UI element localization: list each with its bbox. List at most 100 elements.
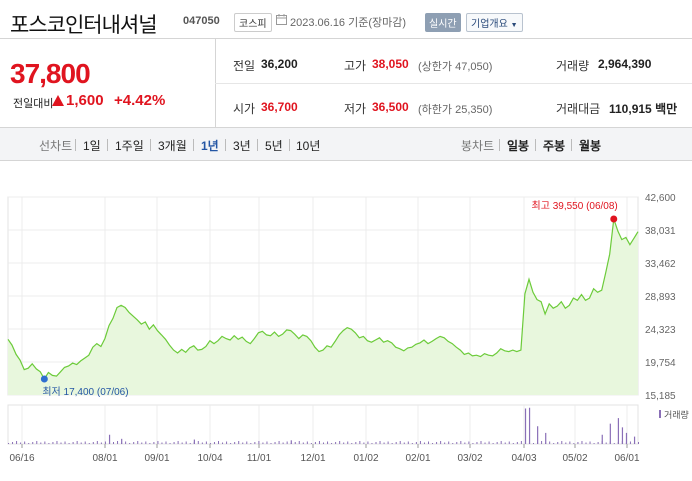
high-value: 38,050 [372, 57, 409, 71]
volume-bar [209, 443, 211, 444]
calendar-icon [276, 14, 287, 25]
tab-divider [571, 139, 572, 151]
tab-monthly-candle[interactable]: 월봉 [579, 139, 602, 153]
tab-divider [257, 139, 258, 151]
price-line [7, 218, 639, 381]
volume-bar [246, 441, 248, 444]
volume-bar [286, 441, 288, 444]
volume-bar [391, 443, 393, 444]
volume-bar [88, 443, 90, 444]
volume-bar [234, 442, 236, 444]
volume-bar [266, 441, 268, 444]
price-chart[interactable]: 42,600 38,031 33,462 28,893 24,323 19,754 15,1… [0, 160, 692, 481]
date-suffix: 기준(장마감) [348, 17, 407, 29]
tab-10y[interactable]: 10년 [296, 139, 321, 153]
x-tick-label: 06/16 [9, 453, 34, 464]
realtime-button[interactable]: 실시간 [425, 13, 461, 32]
volume-bar [302, 442, 304, 444]
high-annotation: 최고 39,550 (06/08) [532, 200, 618, 212]
volume-bar [40, 442, 42, 444]
volume-bar [327, 441, 329, 444]
volume-bar [290, 440, 292, 444]
volume-bar [314, 442, 316, 444]
volume-bar [278, 441, 280, 444]
volume-bar [569, 441, 571, 444]
volume-bar [500, 441, 502, 444]
low-annotation: 최저 17,400 (07/06) [42, 386, 128, 398]
tab-1d[interactable]: 1일 [83, 139, 101, 153]
volume-bar [189, 443, 191, 444]
x-tick-label: 09/01 [144, 453, 169, 464]
x-tick-label: 08/01 [92, 453, 117, 464]
low-value: 36,500 [372, 100, 409, 114]
volume-bar [60, 442, 62, 444]
volume-bar [585, 442, 587, 444]
x-tick-label: 02/01 [405, 453, 430, 464]
x-tick-label: 04/03 [511, 453, 536, 464]
volume-bar [153, 442, 155, 444]
high-label: 고가 [344, 59, 367, 73]
volume-bar [262, 442, 264, 444]
volume-bar [488, 441, 490, 444]
volume-bar [258, 441, 260, 444]
tab-1w[interactable]: 1주일 [115, 139, 144, 153]
volume-bar [108, 434, 111, 444]
volume-bar [557, 442, 559, 444]
tab-5y[interactable]: 5년 [265, 139, 283, 153]
volume-bar [16, 441, 18, 444]
volume-bar [96, 441, 98, 444]
volume-label: 거래량 [556, 59, 590, 73]
tab-divider [289, 139, 290, 151]
high-marker [610, 215, 618, 223]
line-chart-head: 선차트 [39, 139, 73, 153]
volume-bar [28, 443, 30, 444]
tab-3m[interactable]: 3개월 [158, 139, 187, 153]
volume-bar [12, 442, 14, 444]
volume-bar [48, 443, 50, 444]
tab-1y[interactable]: 1년 [201, 139, 219, 153]
open-value: 36,700 [261, 100, 298, 114]
volume-bar [197, 441, 199, 444]
volume-bar [553, 443, 555, 444]
tab-weekly-candle[interactable]: 주봉 [543, 139, 566, 153]
x-tick-label: 12/01 [300, 453, 325, 464]
volume-bar [242, 442, 244, 444]
volume-bar [363, 442, 365, 444]
volume-bar [520, 441, 522, 444]
up-triangle-icon [52, 95, 64, 106]
volume-bar [565, 442, 567, 444]
amount-value: 110,915 백만 [609, 100, 677, 117]
y-tick-label: 15,185 [645, 391, 676, 402]
volume-bar [270, 443, 272, 444]
chevron-down-icon: ▼ [510, 22, 518, 29]
volume-bar [169, 443, 171, 444]
volume-bar [125, 441, 127, 444]
tab-divider [75, 139, 76, 151]
x-tick-label: 05/02 [562, 453, 587, 464]
volume-bar [149, 443, 151, 444]
volume-bar [64, 441, 66, 444]
volume-bar [161, 442, 163, 444]
volume-bar [399, 441, 401, 444]
x-tick-label: 01/02 [353, 453, 378, 464]
volume-bar [104, 441, 106, 444]
volume-bar [117, 441, 119, 444]
volume-bar [173, 442, 175, 444]
volume-bar [205, 441, 207, 444]
upper-limit: (상한가 47,050) [418, 61, 493, 73]
volume-bar [145, 441, 147, 444]
tab-daily-candle[interactable]: 일봉 [507, 139, 530, 153]
x-tick-label: 11/01 [247, 453, 272, 464]
volume-bar [460, 441, 462, 444]
volume-bar [294, 442, 296, 444]
volume-bar [387, 441, 389, 444]
volume-bar [589, 441, 591, 444]
volume-bar [524, 408, 527, 444]
volume-bar [193, 439, 195, 444]
volume-bar [411, 443, 413, 444]
tab-3y[interactable]: 3년 [233, 139, 251, 153]
header-divider [0, 38, 692, 39]
volume-bar [121, 438, 123, 444]
volume-bar [213, 442, 215, 444]
corp-info-button[interactable]: 기업개요 ▼ [466, 13, 523, 32]
